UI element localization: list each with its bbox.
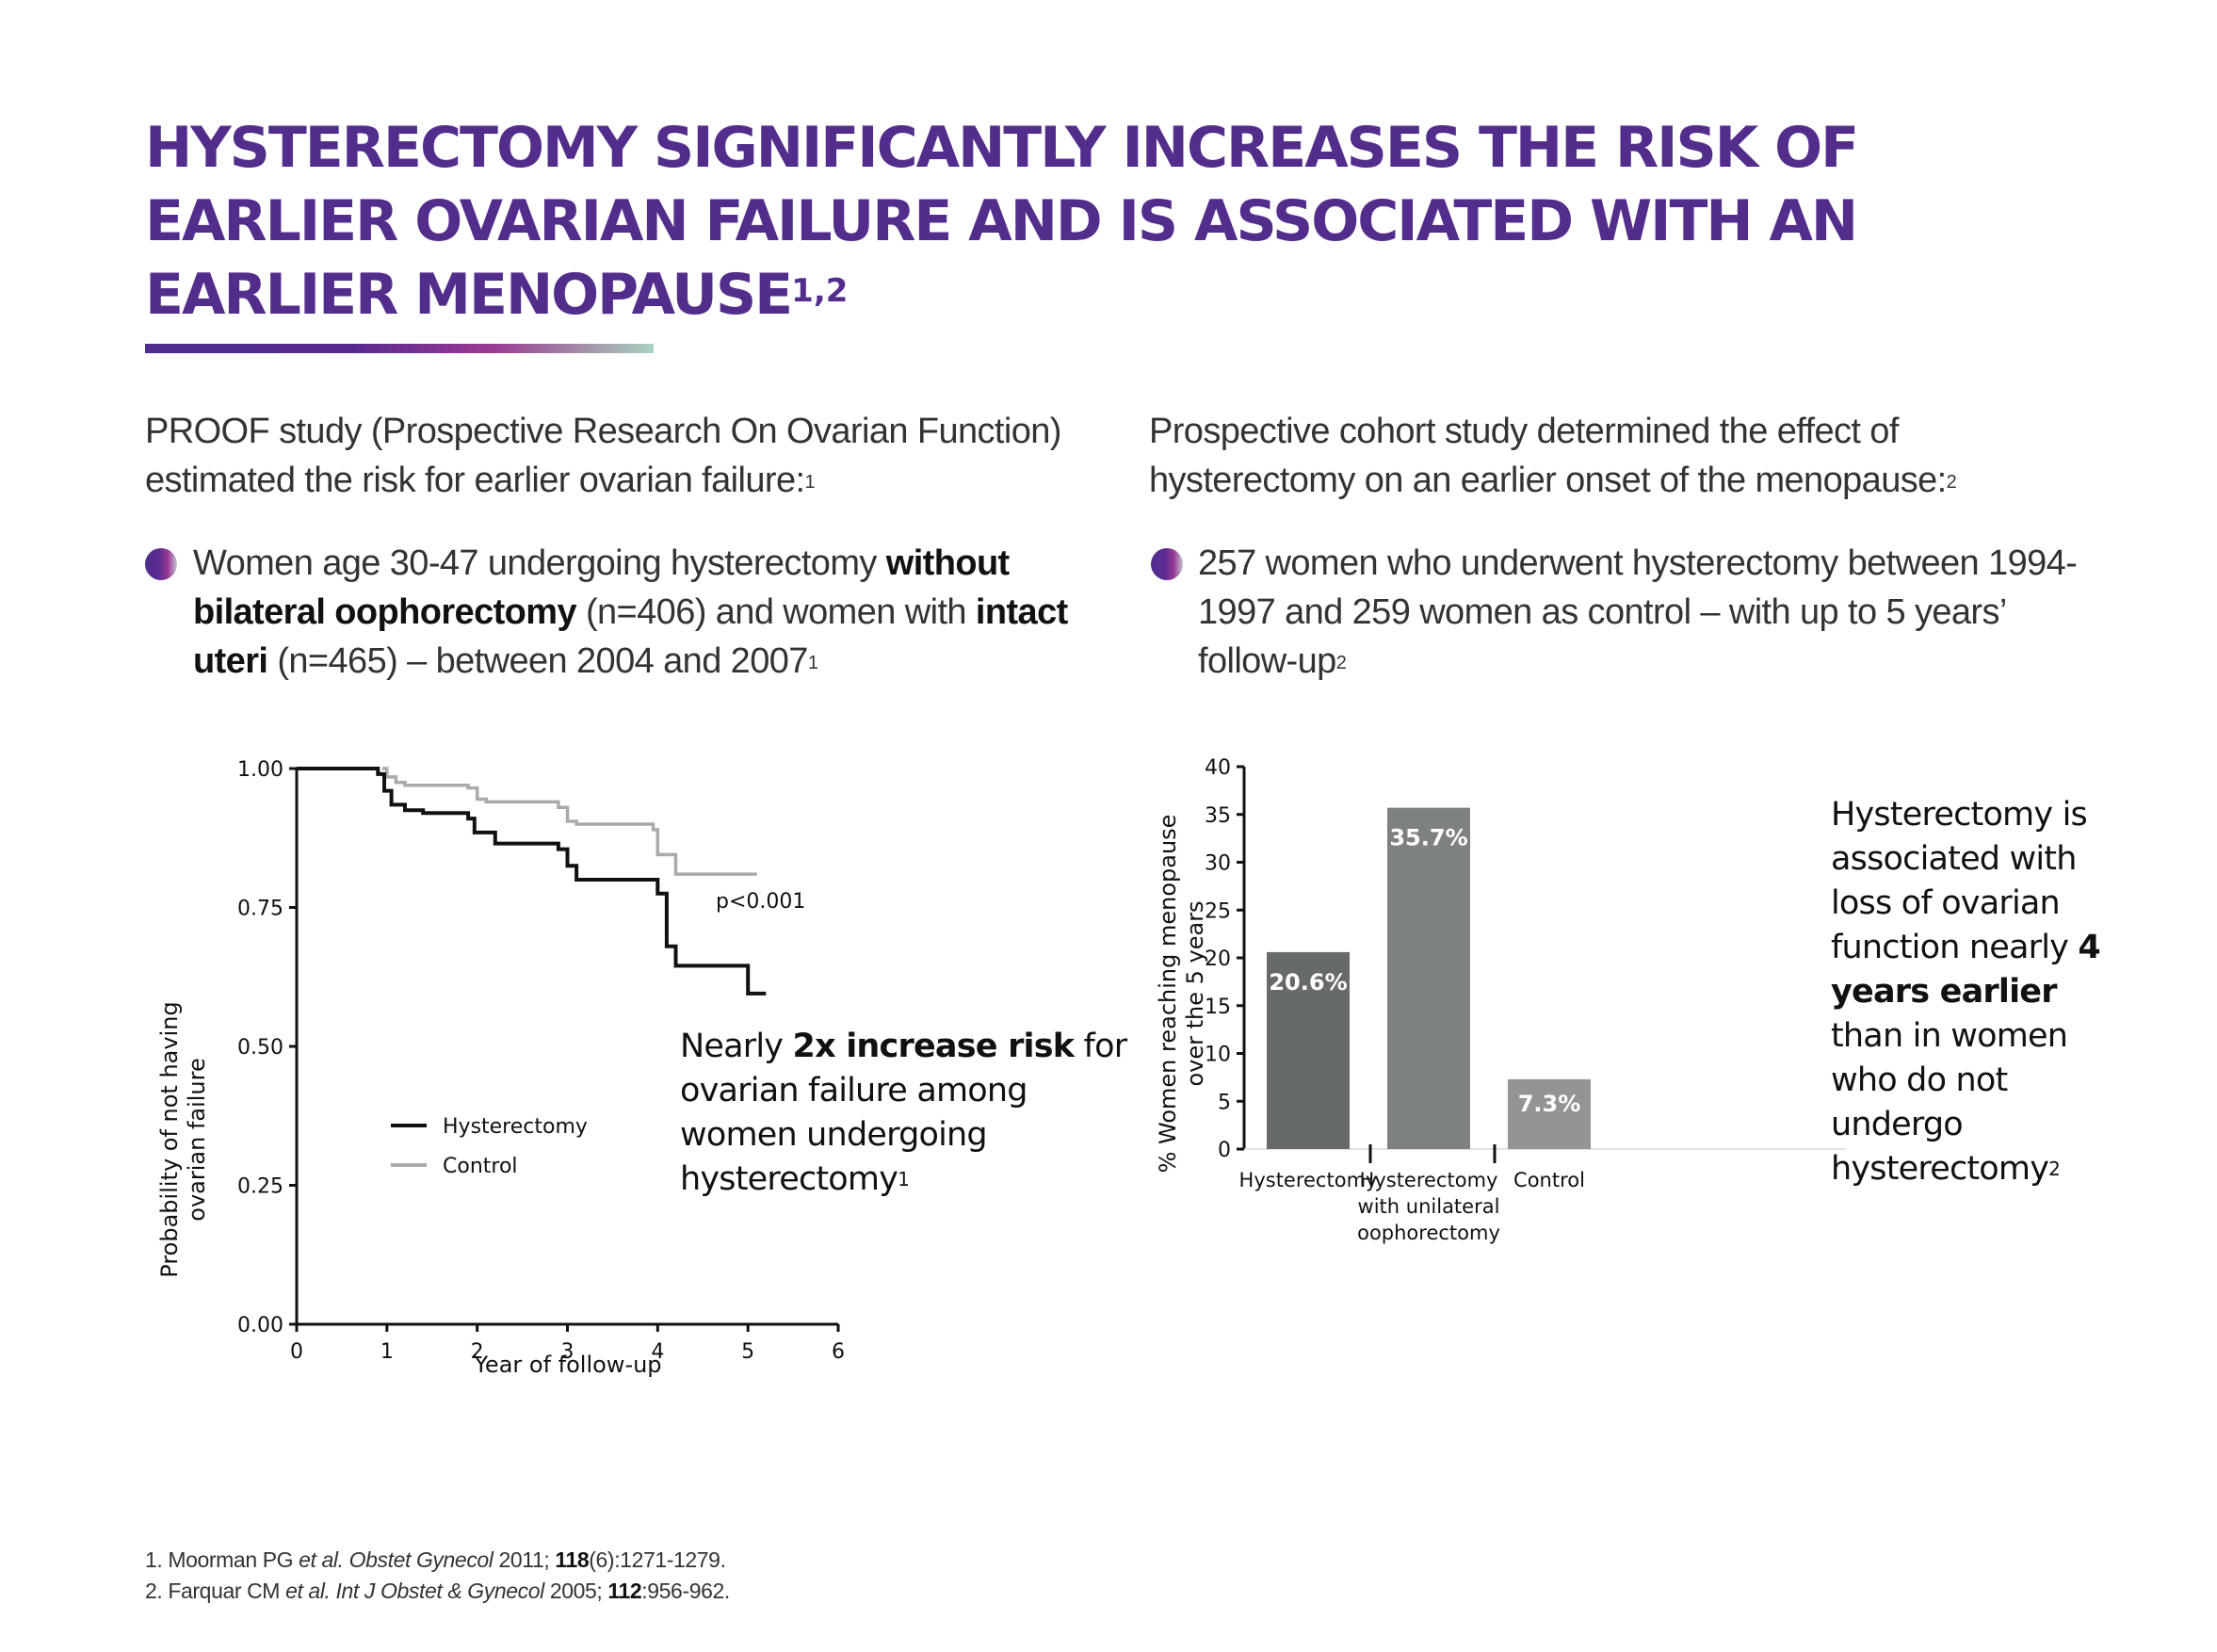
bar-y-axis-label: over the 5 years xyxy=(1182,900,1208,1086)
cohort-study-bullet: 257 women who underwent hysterectomy bet… xyxy=(1198,539,2102,686)
bar-1 xyxy=(1267,951,1350,1149)
page-title: Hysterectomy significantly increases the… xyxy=(145,111,1934,332)
km-y-tick-label: 0.75 xyxy=(237,898,283,921)
km-x-tick-label: 6 xyxy=(832,1340,845,1364)
bar-y-tick-label: 20 xyxy=(1205,947,1231,971)
km-x-tick-label: 3 xyxy=(561,1340,574,1364)
bullet-text: 257 women who underwent hysterectomy bet… xyxy=(1198,543,2078,681)
title-citation: 1,2 xyxy=(791,272,849,310)
km-x-axis-label: Year of follow-up xyxy=(473,1352,661,1378)
ref-journal: Obstet Gynecol xyxy=(343,1547,494,1572)
callout-bold-text: 2x increase risk xyxy=(792,1028,1076,1065)
bullet-dot-icon xyxy=(1151,548,1183,580)
bullet-bold-text: intact uteri xyxy=(193,592,1068,681)
bar-data-label: 7.3% xyxy=(1518,1091,1581,1117)
bar-2 xyxy=(1387,807,1470,1149)
ref-journal: Int J Obstet & Gynecol xyxy=(330,1579,545,1603)
callout-text: Nearly xyxy=(680,1028,793,1065)
ref-etal: et al. xyxy=(299,1547,344,1572)
ref-author: Farquar CM xyxy=(168,1579,286,1603)
bar-bars: 20.6% 35.7% 7.3% xyxy=(1267,807,1591,1149)
bar-category-label: Hysterectomy xyxy=(1239,1169,1378,1191)
km-y-axis-label: Probability of not having xyxy=(156,1001,183,1277)
callout-text: than in women who do not undergo hystere… xyxy=(1831,1017,2068,1188)
km-line-hysterectomy xyxy=(297,767,767,996)
km-line-control xyxy=(382,767,757,876)
km-x-tick-label: 1 xyxy=(380,1340,394,1364)
callout-citation: 1 xyxy=(898,1168,910,1190)
ref-year: 2005; xyxy=(543,1579,608,1603)
bar-category-label: oophorectomy xyxy=(1357,1222,1500,1244)
km-x-tick-label: 0 xyxy=(290,1340,303,1364)
bar-y-axis-label: % Women reaching menopause xyxy=(1155,815,1181,1174)
bar-y-tick-label: 15 xyxy=(1205,996,1231,1019)
proof-study-bullet: Women age 30-47 undergoing hysterectomy … xyxy=(193,539,1097,686)
km-y-tick-label: 0.50 xyxy=(237,1036,283,1060)
title-gradient-underline xyxy=(145,344,654,353)
bullet-dot-icon xyxy=(145,548,177,580)
bar-axes: 0 5 10 15 20 25 30 35 40 HysterectomyHysterectomy… xyxy=(1205,756,1846,1244)
ref-pages: :956-962. xyxy=(641,1579,730,1603)
ref-etal: et al. xyxy=(285,1579,331,1603)
bar-y-tick-label: 10 xyxy=(1205,1044,1231,1067)
km-series xyxy=(297,767,767,996)
bar-data-label: 35.7% xyxy=(1389,825,1467,851)
menopause-callout: Hysterectomy is associated with loss of … xyxy=(1831,793,2132,1191)
proof-intro-text: PROOF study (Prospective Research On Ova… xyxy=(145,412,1061,500)
ref-year: 2011; xyxy=(493,1547,556,1572)
km-axes: 0.00 0.25 0.50 0.75 1.00 0 1 2 3 4 5 6 xyxy=(237,758,845,1364)
bullet-citation: 1 xyxy=(807,653,818,673)
legend-label-control: Control xyxy=(443,1155,518,1178)
ref-pages: (6):1271-1279. xyxy=(589,1547,726,1572)
bar-3 xyxy=(1508,1078,1591,1149)
bar-y-tick-label: 40 xyxy=(1205,756,1231,780)
bullet-bold-text: without bilateral oophorectomy xyxy=(193,543,1010,632)
ref-number: 1. xyxy=(145,1547,169,1572)
bar-y-tick-label: 25 xyxy=(1205,899,1231,923)
cohort-intro-text: Prospective cohort study determined the … xyxy=(1149,412,1947,500)
bullet-text: Women age 30-47 undergoing hysterectomy xyxy=(193,543,886,583)
bar-category-label: with unilateral xyxy=(1358,1195,1500,1218)
proof-intro-citation: 1 xyxy=(804,472,815,493)
cohort-study-intro: Prospective cohort study determined the … xyxy=(1149,407,2091,505)
km-x-tick-label: 2 xyxy=(471,1340,484,1364)
proof-study-intro: PROOF study (Prospective Research On Ova… xyxy=(145,407,1087,505)
page-title-text: Hysterectomy significantly increases the… xyxy=(145,115,1859,328)
bullet-text: (n=406) and women with xyxy=(576,592,976,632)
reference-item: 2. Farquar CM et al. Int J Obstet & Gyne… xyxy=(145,1576,993,1607)
bar-data-label: 20.6% xyxy=(1269,969,1347,996)
km-x-tick-label: 5 xyxy=(741,1340,754,1364)
ref-number: 2. xyxy=(145,1579,169,1603)
kaplan-meier-chart: 0.00 0.25 0.50 0.75 1.00 0 1 2 3 4 5 6 Probability … xyxy=(156,758,845,1378)
bar-y-tick-label: 0 xyxy=(1218,1139,1231,1162)
ref-author: Moorman PG xyxy=(168,1547,299,1572)
bar-y-tick-label: 5 xyxy=(1218,1091,1231,1114)
bar-category-label: Control xyxy=(1513,1169,1585,1191)
callout-bold-text: 4 years earlier xyxy=(1831,929,2101,1011)
km-legend: Hysterectomy Control xyxy=(391,1115,588,1178)
callout-citation: 2 xyxy=(2048,1158,2061,1180)
menopause-bar-chart: 0 5 10 15 20 25 30 35 40 HysterectomyHysterectomy… xyxy=(1155,756,1846,1244)
references: 1. Moorman PG et al. Obstet Gynecol 2011… xyxy=(145,1545,993,1607)
km-y-tick-label: 1.00 xyxy=(237,758,283,782)
callout-text: for ovarian failure among women undergoi… xyxy=(680,1028,1127,1198)
km-p-value-annotation: p<0.001 xyxy=(716,890,805,914)
bar-category-label: Hysterectomy xyxy=(1360,1169,1498,1191)
km-y-axis-label: ovarian failure xyxy=(184,1058,210,1221)
bullet-citation: 2 xyxy=(1335,653,1347,673)
bullet-text: (n=465) – between 2004 and 2007 xyxy=(267,641,808,681)
km-y-tick-label: 0.25 xyxy=(237,1175,283,1199)
bar-y-tick-label: 30 xyxy=(1205,852,1231,876)
callout-text: Hysterectomy is associated with loss of … xyxy=(1831,796,2088,966)
legend-label-hysterectomy: Hysterectomy xyxy=(443,1115,588,1139)
bar-y-tick-label: 35 xyxy=(1205,804,1231,828)
reference-item: 1. Moorman PG et al. Obstet Gynecol 2011… xyxy=(145,1545,993,1576)
cohort-intro-citation: 2 xyxy=(1946,472,1957,493)
ref-volume: 112 xyxy=(607,1579,642,1603)
risk-callout: Nearly 2x increase risk for ovarian fail… xyxy=(680,1025,1132,1202)
ref-volume: 118 xyxy=(555,1547,590,1572)
km-x-tick-label: 4 xyxy=(651,1340,664,1364)
km-y-tick-label: 0.00 xyxy=(237,1314,283,1337)
